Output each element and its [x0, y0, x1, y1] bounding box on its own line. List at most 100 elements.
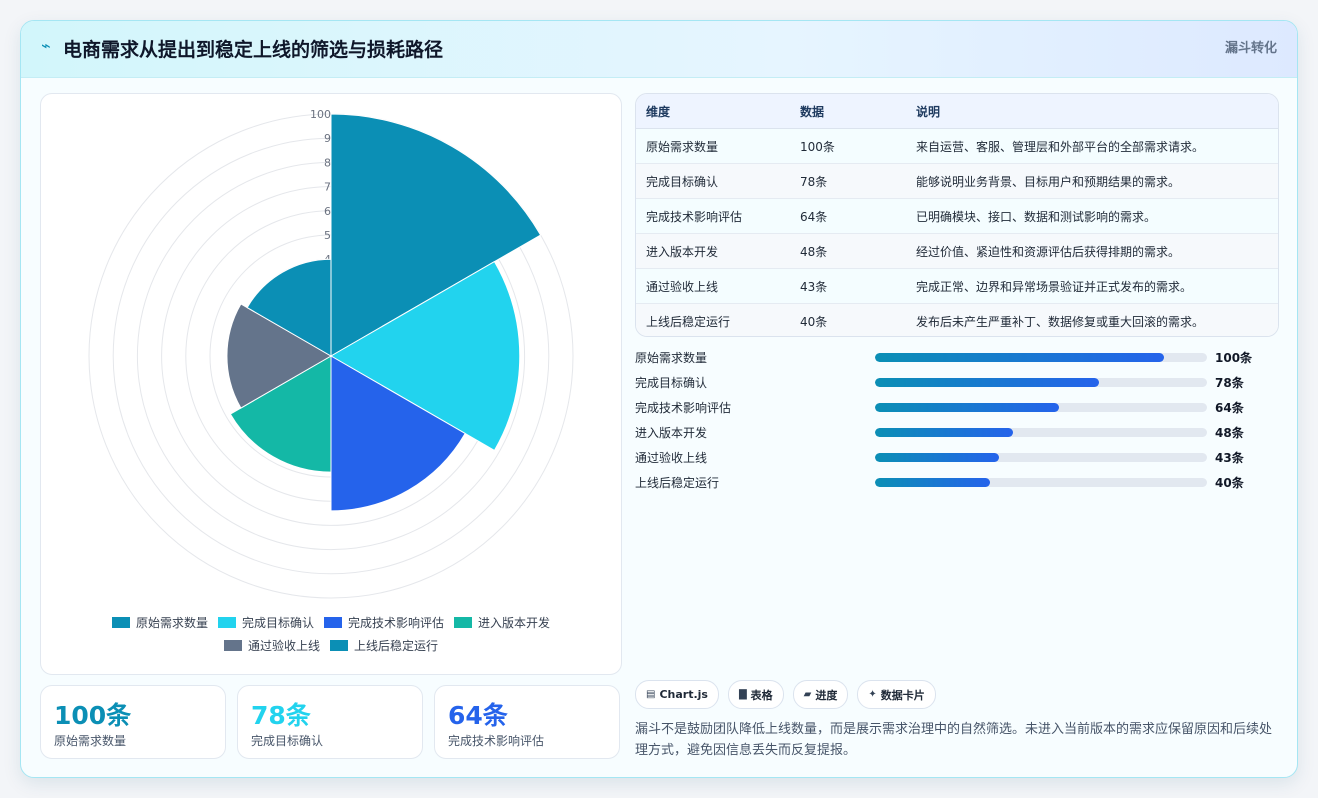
progress-track — [875, 428, 1207, 437]
data-table-panel: 维度 数据 说明 原始需求数量 100条 来自运营、客服、管理层和外部平台的全部… — [635, 93, 1279, 337]
progress-fill — [875, 478, 991, 487]
radial-tick-label: 9 — [324, 132, 331, 145]
progress-fill — [875, 403, 1060, 412]
progress-fill — [875, 353, 1164, 362]
chip-data-card[interactable]: ✦ 数据卡片 — [857, 680, 936, 709]
polar-segment-6[interactable] — [246, 258, 332, 357]
table-row[interactable]: 上线后稳定运行 40条 发布后未产生严重补丁、数据修复或重大回滚的需求。 — [636, 303, 1278, 336]
polar-segment-1[interactable] — [330, 113, 542, 357]
radial-tick-label: 5 — [324, 229, 331, 242]
table-cell: 进入版本开发 — [636, 233, 790, 269]
legend-item[interactable]: 进入版本开发 — [454, 614, 550, 631]
table-header-row: 维度 数据 说明 — [636, 94, 1278, 129]
table-cell: 经过价值、紧迫性和资源评估后获得排期的需求。 — [906, 233, 1278, 269]
legend-swatch — [111, 617, 130, 628]
progress-track — [875, 453, 1207, 462]
progress-list: 原始需求数量 100条 完成目标确认 78条 完成技术影响评估 64条 进入版本… — [635, 347, 1277, 497]
legend-swatch — [217, 617, 236, 628]
table-cell: 40条 — [790, 303, 906, 336]
radial-tick-label: 6 — [324, 205, 331, 218]
radial-tick-label: 100 — [310, 108, 331, 121]
legend-item[interactable]: 完成目标确认 — [217, 614, 314, 631]
polar-segment-2[interactable] — [330, 260, 521, 452]
polar-segment-3[interactable] — [330, 355, 466, 512]
column-header: 维度 — [636, 94, 790, 129]
chip-label: 表格 — [750, 688, 773, 702]
chip-table[interactable]: ▇ 表格 — [727, 680, 784, 709]
chip-progress[interactable]: ▰ 进度 — [792, 680, 849, 709]
progress-track — [875, 403, 1207, 412]
progress-row: 原始需求数量 100条 — [635, 347, 1277, 372]
legend-label: 完成目标确认 — [241, 616, 314, 630]
stat-value: 64条 — [448, 701, 508, 730]
table-row[interactable]: 完成技术影响评估 64条 已明确模块、接口、数据和测试影响的需求。 — [636, 198, 1278, 234]
table-cell: 能够说明业务背景、目标用户和预期结果的需求。 — [906, 163, 1278, 199]
table-cell: 43条 — [790, 268, 906, 304]
legend-label: 完成技术影响评估 — [348, 616, 445, 630]
table-cell: 上线后稳定运行 — [636, 303, 790, 336]
table-row[interactable]: 进入版本开发 48条 经过价值、紧迫性和资源评估后获得排期的需求。 — [636, 233, 1278, 269]
progress-row: 通过验收上线 43条 — [635, 447, 1277, 472]
polar-segment-4[interactable] — [229, 355, 332, 473]
stat-label: 原始需求数量 — [54, 734, 127, 748]
progress-value: 100条 — [1215, 351, 1253, 365]
legend-item[interactable]: 原始需求数量 — [111, 614, 208, 631]
stat-card-raw: 100条 原始需求数量 — [40, 685, 226, 759]
radial-tick-label: 7 — [324, 181, 331, 194]
bolt-icon: ⌁ — [41, 36, 51, 55]
legend-swatch — [223, 640, 242, 651]
progress-fill — [875, 378, 1100, 387]
polar-segment-5[interactable] — [226, 303, 333, 409]
legend-item[interactable]: 上线后稳定运行 — [330, 637, 438, 654]
progress-value: 78条 — [1215, 376, 1244, 390]
data-table: 维度 数据 说明 原始需求数量 100条 来自运营、客服、管理层和外部平台的全部… — [636, 94, 1278, 336]
table-cell: 通过验收上线 — [636, 268, 790, 304]
stat-label: 完成技术影响评估 — [448, 734, 545, 748]
progress-fill — [875, 453, 999, 462]
progress-row: 进入版本开发 48条 — [635, 422, 1277, 447]
radial-tick-label: 8 — [324, 156, 331, 169]
progress-label: 进入版本开发 — [635, 426, 708, 440]
legend-swatch — [454, 617, 473, 628]
chip-chartjs[interactable]: ▤ Chart.js — [635, 680, 719, 709]
stat-card-assessed: 64条 完成技术影响评估 — [434, 685, 620, 759]
progress-value: 43条 — [1215, 451, 1244, 465]
progress-label: 上线后稳定运行 — [635, 476, 720, 490]
table-row[interactable]: 通过验收上线 43条 完成正常、边界和异常场景验证并正式发布的需求。 — [636, 268, 1278, 304]
progress-icon: ▰ — [803, 689, 812, 700]
legend-label: 原始需求数量 — [135, 616, 208, 630]
table-cell: 完成正常、边界和异常场景验证并正式发布的需求。 — [906, 268, 1278, 304]
polar-area-chart[interactable]: 456789100 — [41, 94, 621, 614]
chart-icon: ▤ — [646, 689, 656, 700]
chip-label: Chart.js — [659, 688, 708, 701]
feature-chips: ▤ Chart.js ▇ 表格 ▰ 进度 ✦ 数据卡片 — [635, 680, 936, 709]
progress-track — [875, 378, 1207, 387]
legend-label: 通过验收上线 — [247, 639, 320, 653]
dashboard-card: ⌁ 电商需求从提出到稳定上线的筛选与损耗路径 漏斗转化 456789100 原始… — [20, 20, 1298, 778]
table-cell: 已明确模块、接口、数据和测试影响的需求。 — [906, 198, 1278, 234]
table-cell: 100条 — [790, 128, 906, 164]
progress-label: 原始需求数量 — [635, 351, 708, 365]
progress-value: 48条 — [1215, 426, 1244, 440]
table-icon: ▇ — [738, 689, 747, 700]
progress-fill — [875, 428, 1014, 437]
legend-item[interactable]: 完成技术影响评估 — [324, 614, 444, 631]
progress-value: 64条 — [1215, 401, 1244, 415]
legend-item[interactable]: 通过验收上线 — [223, 637, 320, 654]
chip-label: 进度 — [815, 688, 838, 702]
stat-value: 100条 — [54, 701, 132, 730]
table-cell: 78条 — [790, 163, 906, 199]
table-cell: 来自运营、客服、管理层和外部平台的全部需求请求。 — [906, 128, 1278, 164]
stat-card-confirmed: 78条 完成目标确认 — [237, 685, 423, 759]
legend-label: 进入版本开发 — [478, 616, 551, 630]
progress-row: 完成目标确认 78条 — [635, 372, 1277, 397]
table-row[interactable]: 原始需求数量 100条 来自运营、客服、管理层和外部平台的全部需求请求。 — [636, 128, 1278, 164]
chip-label: 数据卡片 — [880, 688, 925, 702]
table-row[interactable]: 完成目标确认 78条 能够说明业务背景、目标用户和预期结果的需求。 — [636, 163, 1278, 199]
table-cell: 完成目标确认 — [636, 163, 790, 199]
description-note: 漏斗不是鼓励团队降低上线数量，而是展示需求治理中的自然筛选。未进入当前版本的需求… — [635, 722, 1273, 758]
column-header: 数据 — [790, 94, 906, 129]
progress-row: 完成技术影响评估 64条 — [635, 397, 1277, 422]
progress-label: 完成技术影响评估 — [635, 401, 732, 415]
chart-type-tag: 漏斗转化 — [1224, 41, 1277, 56]
